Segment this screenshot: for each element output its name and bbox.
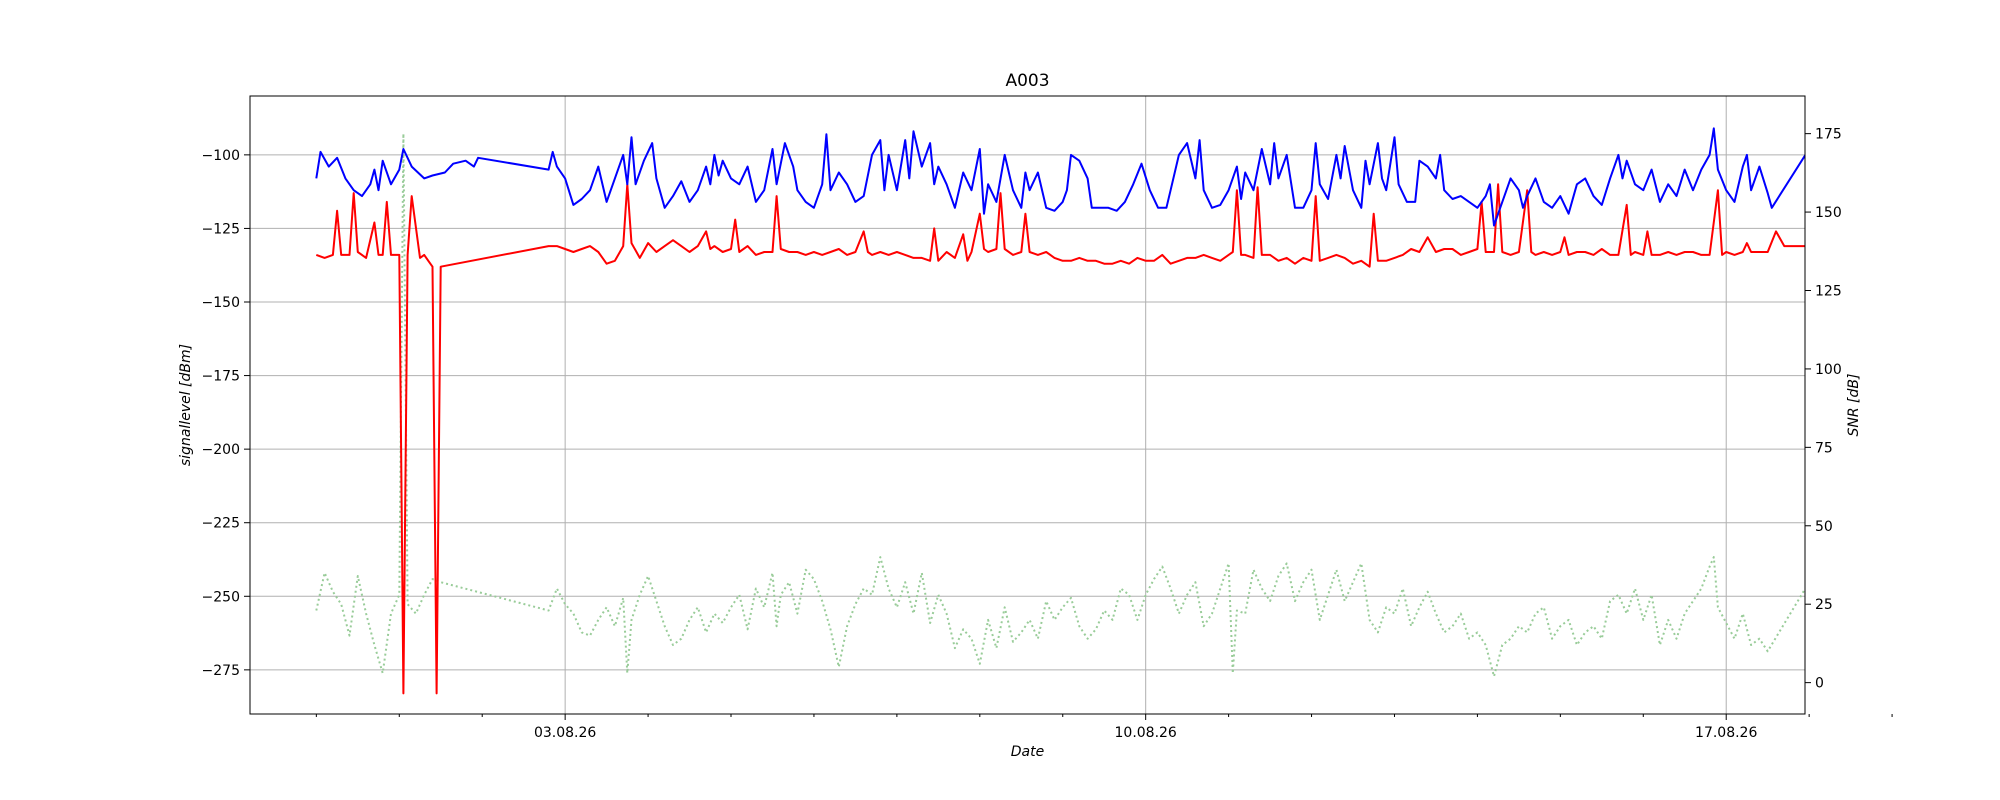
left-y-tick-label: −200 [202, 442, 240, 458]
chart-title: A003 [1005, 71, 1049, 91]
x-axis-label: Date [1011, 744, 1044, 760]
left-y-axis-ticks: −100 −125 −150 −175 −200 −225 −250 −275 [202, 148, 250, 679]
series-layer [315, 127, 1805, 695]
right-y-tick-label: 25 [1815, 597, 1833, 613]
left-y-tick-label: −175 [202, 369, 240, 385]
x-axis-ticks: 03.08.26 10.08.26 17.08.26 [315, 714, 1893, 741]
left-y-tick-label: −225 [202, 516, 240, 532]
right-y-tick-label: 125 [1815, 283, 1842, 299]
right-y-tick-label: 150 [1815, 205, 1842, 221]
series-line-0 [315, 127, 1805, 227]
right-y-tick-label: 175 [1815, 127, 1842, 143]
right-y-tick-label: 0 [1815, 676, 1824, 692]
x-tick-label: 17.08.26 [1695, 725, 1757, 741]
left-y-tick-label: −250 [202, 589, 240, 605]
series-line-1 [315, 183, 1805, 695]
right-y-tick-label: 100 [1815, 362, 1842, 378]
plot-frame [249, 95, 1806, 715]
right-y-tick-label: 75 [1815, 440, 1833, 456]
right-y-axis-label: SNR [dB] [1846, 374, 1862, 437]
grid-lines [250, 96, 1805, 714]
right-y-axis-ticks: 175 150 125 100 75 50 25 0 [1805, 127, 1842, 692]
left-y-axis-label: signallevel [dBm] [178, 344, 194, 466]
x-tick-label: 03.08.26 [534, 725, 596, 741]
series-line-2 [315, 132, 1805, 678]
left-y-tick-label: −275 [202, 663, 240, 679]
left-y-tick-label: −125 [202, 221, 240, 237]
x-tick-label: 10.08.26 [1115, 725, 1177, 741]
left-y-tick-label: −100 [202, 148, 240, 164]
right-y-tick-label: 50 [1815, 519, 1833, 535]
left-y-tick-label: −150 [202, 295, 240, 311]
